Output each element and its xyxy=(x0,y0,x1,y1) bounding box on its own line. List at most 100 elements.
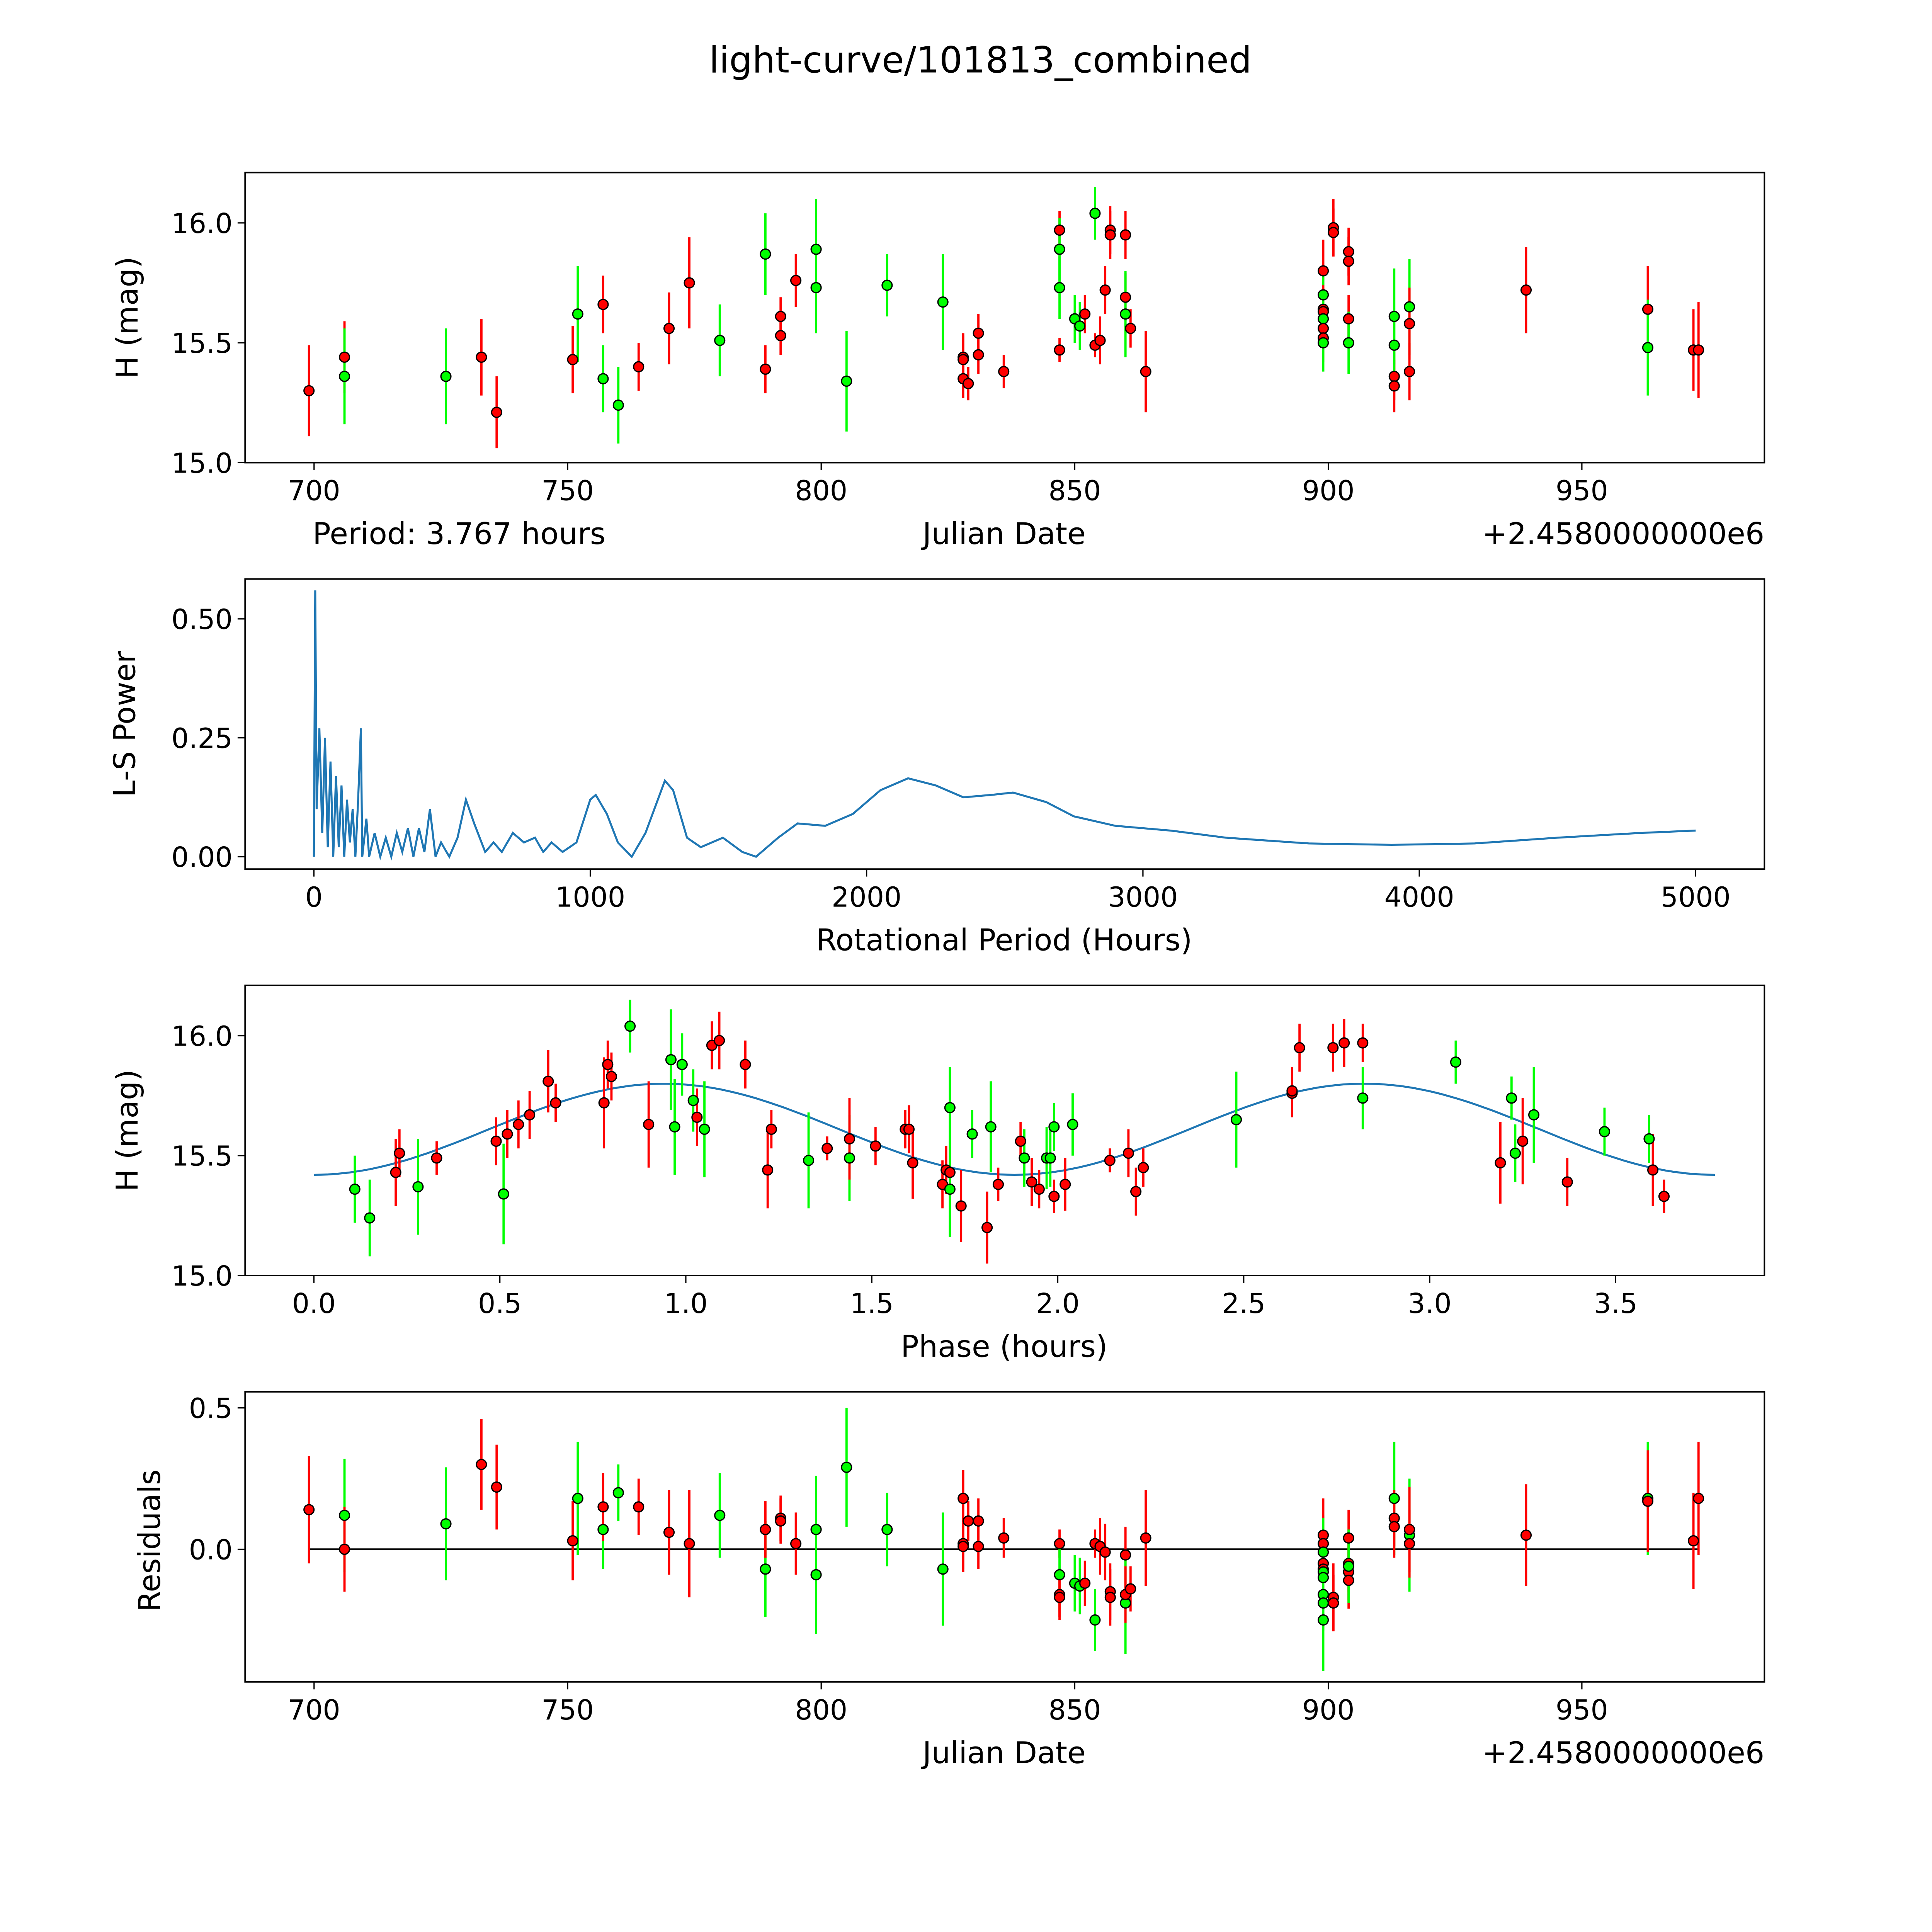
data-point xyxy=(1317,1597,1329,1609)
data-point xyxy=(338,371,350,382)
data-point xyxy=(1520,284,1532,296)
data-point xyxy=(1120,291,1131,303)
data-point xyxy=(1130,1186,1142,1197)
data-point xyxy=(1317,313,1329,325)
data-point xyxy=(907,1157,918,1168)
data-point xyxy=(790,1538,802,1549)
data-point xyxy=(1317,289,1329,301)
y-tick-label: 0.50 xyxy=(171,604,233,636)
data-point xyxy=(841,1461,852,1473)
data-point xyxy=(1099,1546,1111,1558)
data-point xyxy=(821,1143,833,1154)
data-point xyxy=(1104,229,1116,241)
data-point xyxy=(1104,1155,1116,1166)
data-point xyxy=(1138,1162,1149,1173)
data-point xyxy=(643,1119,655,1130)
x-tick-label: 1.5 xyxy=(850,1287,894,1320)
data-point xyxy=(1388,1493,1400,1504)
data-point xyxy=(524,1109,536,1121)
data-point xyxy=(513,1119,524,1130)
data-point xyxy=(1079,1577,1091,1589)
data-point xyxy=(602,1059,614,1070)
y-tick-label: 0.5 xyxy=(189,1393,233,1425)
y-tick-label: 15.0 xyxy=(171,1260,233,1292)
data-point xyxy=(760,248,771,260)
y-tick-label: 0.25 xyxy=(171,722,233,754)
data-point xyxy=(431,1152,442,1164)
period-annotation: Period: 3.767 hours xyxy=(313,517,605,551)
data-point xyxy=(713,1035,725,1046)
data-point xyxy=(1067,1119,1078,1130)
y-tick-label: 16.0 xyxy=(171,1020,233,1052)
data-point xyxy=(498,1188,509,1200)
data-point xyxy=(944,1102,956,1114)
data-point xyxy=(963,378,974,389)
data-point xyxy=(338,1543,350,1555)
data-point xyxy=(1509,1147,1521,1159)
plot-frame xyxy=(244,172,1765,464)
data-point xyxy=(1450,1056,1461,1068)
data-point xyxy=(572,308,583,320)
data-point xyxy=(1520,1529,1532,1541)
data-point xyxy=(803,1155,815,1166)
data-point xyxy=(1094,335,1106,346)
data-point xyxy=(1328,227,1339,238)
data-point xyxy=(955,1200,967,1212)
data-point xyxy=(303,1504,315,1515)
data-point xyxy=(810,1569,822,1580)
data-point xyxy=(844,1152,855,1164)
data-point xyxy=(684,277,695,289)
data-point xyxy=(790,275,802,286)
data-point xyxy=(597,1524,609,1535)
periodogram-axes: 0 1000 2000 3000 4000 5000 0.00 0.25 0.50 xyxy=(171,578,1765,913)
data-point xyxy=(490,1135,502,1147)
data-point xyxy=(1089,1614,1101,1626)
data-point xyxy=(957,1493,969,1504)
data-point xyxy=(1357,1092,1369,1104)
x-tick-label: 750 xyxy=(541,1694,594,1726)
data-point xyxy=(1343,313,1354,325)
data-point xyxy=(665,1054,677,1066)
data-point xyxy=(775,330,786,342)
data-point xyxy=(775,311,786,322)
x-axis-label: Rotational Period (Hours) xyxy=(816,923,1192,958)
data-point xyxy=(963,1515,974,1527)
data-point xyxy=(491,1481,502,1493)
data-point xyxy=(1104,1592,1116,1603)
data-point xyxy=(597,1501,609,1513)
data-point xyxy=(699,1123,710,1135)
data-point xyxy=(1528,1109,1540,1121)
data-point xyxy=(957,354,969,366)
data-point xyxy=(572,1493,583,1504)
data-point xyxy=(1343,1560,1354,1572)
data-point xyxy=(550,1097,561,1109)
x-tick-label: 750 xyxy=(541,474,594,507)
data-point xyxy=(1120,308,1131,320)
data-point xyxy=(543,1075,554,1087)
data-point xyxy=(1048,1121,1060,1133)
data-point xyxy=(612,399,624,411)
x-axis-label: Julian Date xyxy=(921,1736,1086,1770)
data-point xyxy=(605,1071,617,1082)
data-point xyxy=(1642,303,1654,315)
x-tick-label: 850 xyxy=(1049,474,1101,507)
x-axis-label: Phase (hours) xyxy=(901,1329,1107,1364)
data-point xyxy=(1079,308,1091,320)
data-point xyxy=(1693,344,1704,356)
x-offset-text: +2.4580000000e6 xyxy=(1482,1736,1764,1770)
data-point xyxy=(760,1563,771,1575)
data-point xyxy=(1099,284,1111,296)
x-tick-label: 3.0 xyxy=(1408,1287,1451,1320)
data-point xyxy=(1015,1135,1026,1147)
data-point xyxy=(1388,1521,1400,1532)
data-point xyxy=(937,296,949,308)
data-point xyxy=(491,406,502,418)
x-tick-label: 2000 xyxy=(832,881,901,913)
data-point xyxy=(663,1527,675,1538)
data-point xyxy=(985,1121,997,1133)
data-point xyxy=(944,1167,956,1178)
plot-frame xyxy=(244,578,1765,870)
data-point xyxy=(597,373,609,384)
data-point xyxy=(1688,1535,1699,1547)
data-point xyxy=(691,1111,703,1123)
